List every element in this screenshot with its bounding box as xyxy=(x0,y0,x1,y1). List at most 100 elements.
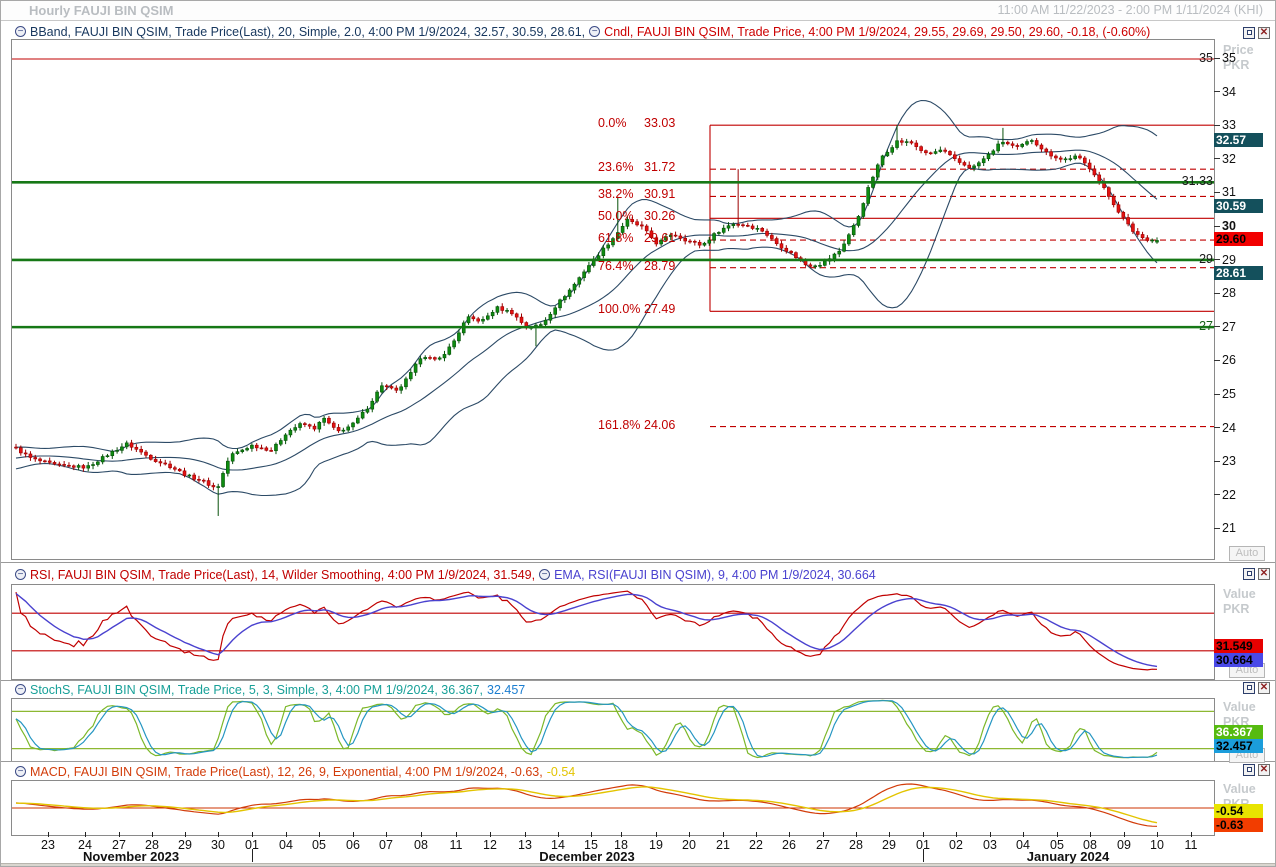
date-tick-mark xyxy=(789,832,790,837)
close-icon[interactable]: ✕ xyxy=(1258,764,1270,776)
price-tick-label: 30 xyxy=(1222,219,1236,233)
close-icon[interactable]: ✕ xyxy=(1258,682,1270,694)
stoch-legend[interactable]: StochS, FAUJI BIN QSIM, Trade Price, 5, … xyxy=(30,682,483,697)
price-tick-mark xyxy=(1214,527,1220,529)
date-tick-mark xyxy=(1090,832,1091,837)
main-panel-icons: ✕ xyxy=(1243,27,1270,40)
restore-icon[interactable] xyxy=(1243,764,1255,776)
collapse-icon[interactable]: − xyxy=(15,26,26,37)
indicator-badge: 32.457 xyxy=(1214,739,1263,753)
macd-signal-value: -0.54 xyxy=(546,764,576,779)
price-tick-label: 32 xyxy=(1222,151,1236,166)
month-label: January 2024 xyxy=(1026,849,1110,864)
date-tick-mark xyxy=(48,832,49,837)
date-tick-label: 09 xyxy=(1117,838,1131,852)
collapse-icon[interactable]: − xyxy=(15,684,26,695)
collapse-icon[interactable]: − xyxy=(15,569,26,580)
date-tick-mark xyxy=(689,832,690,837)
ema-legend[interactable]: EMA, RSI(FAUJI BIN QSIM), 9, 4:00 PM 1/9… xyxy=(554,567,876,582)
rsi-panel-icons: ✕ xyxy=(1243,568,1270,581)
close-icon[interactable]: ✕ xyxy=(1258,27,1270,39)
price-tick-label: 34 xyxy=(1222,84,1236,99)
collapse-icon[interactable]: − xyxy=(589,26,601,37)
price-tick-mark xyxy=(1214,91,1220,93)
stoch-legend-row[interactable]: − StochS, FAUJI BIN QSIM, Trade Price, 5… xyxy=(15,682,525,697)
price-tick-label: 23 xyxy=(1222,454,1236,469)
date-tick-label: 13 xyxy=(518,838,532,852)
window-bottom-edge xyxy=(1,863,1275,866)
indicator-badge: 30.664 xyxy=(1214,653,1263,667)
date-tick-mark xyxy=(990,832,991,837)
panel-separator xyxy=(1,761,1275,762)
time-range-label: 11:00 AM 11/22/2023 - 2:00 PM 1/11/2024 … xyxy=(997,3,1263,17)
date-tick-label: 27 xyxy=(816,838,830,852)
price-tick-mark xyxy=(1214,393,1220,395)
date-tick-mark xyxy=(756,832,757,837)
date-tick-label: 14 xyxy=(551,838,565,852)
restore-icon[interactable] xyxy=(1243,682,1255,694)
date-tick-label: 26 xyxy=(782,838,796,852)
price-tick-mark xyxy=(1214,57,1220,59)
date-tick-label: 28 xyxy=(849,838,863,852)
main-legend[interactable]: − BBand, FAUJI BIN QSIM, Trade Price(Las… xyxy=(15,24,1150,39)
price-tick-mark xyxy=(1214,225,1220,227)
date-tick-label: 27 xyxy=(112,838,126,852)
price-tick-label: 22 xyxy=(1222,487,1236,502)
collapse-icon[interactable]: − xyxy=(539,569,551,580)
date-tick-mark xyxy=(456,832,457,837)
date-tick-label: 20 xyxy=(682,838,696,852)
date-tick-label: 22 xyxy=(749,838,763,852)
date-tick-label: 23 xyxy=(41,838,55,852)
price-tick-label: 27 xyxy=(1222,319,1236,334)
price-axis-auto-button[interactable]: Auto xyxy=(1229,546,1265,561)
price-tick-label: 31 xyxy=(1222,185,1236,200)
indicator-badge: 31.549 xyxy=(1214,639,1263,653)
collapse-icon[interactable]: − xyxy=(15,766,26,777)
date-tick-mark xyxy=(286,832,287,837)
price-tick-mark xyxy=(1214,359,1220,361)
date-tick-mark xyxy=(558,832,559,837)
cndl-legend[interactable]: Cndl, FAUJI BIN QSIM, Trade Price, 4:00 … xyxy=(604,24,1151,39)
rsi-legend-row[interactable]: − RSI, FAUJI BIN QSIM, Trade Price(Last)… xyxy=(15,567,876,582)
restore-icon[interactable] xyxy=(1243,568,1255,580)
date-tick-mark xyxy=(656,832,657,837)
title-bar: Hourly FAUJI BIN QSIM 11:00 AM 11/22/202… xyxy=(1,1,1275,21)
main-price-chart[interactable] xyxy=(11,39,1215,560)
date-tick-label: 24 xyxy=(78,838,92,852)
price-badge: 28.61 xyxy=(1214,265,1263,280)
stoch-panel-icons: ✕ xyxy=(1243,682,1270,695)
indicator-badge: -0.63 xyxy=(1214,818,1263,832)
stochastic-chart[interactable] xyxy=(11,698,1215,762)
date-tick-label: 11 xyxy=(1184,838,1198,852)
price-tick-mark xyxy=(1214,191,1220,193)
macd-legend-row[interactable]: − MACD, FAUJI BIN QSIM, Trade Price(Last… xyxy=(15,764,575,779)
bband-legend[interactable]: BBand, FAUJI BIN QSIM, Trade Price(Last)… xyxy=(30,24,586,39)
date-tick-mark xyxy=(185,832,186,837)
date-tick-mark xyxy=(490,832,491,837)
window-title: Hourly FAUJI BIN QSIM xyxy=(29,3,174,18)
price-tick-label: 26 xyxy=(1222,353,1236,368)
restore-icon[interactable] xyxy=(1243,27,1255,39)
date-tick-mark xyxy=(1057,832,1058,837)
date-tick-mark xyxy=(956,832,957,837)
date-tick-label: 30 xyxy=(211,838,225,852)
date-tick-mark xyxy=(823,832,824,837)
macd-chart[interactable] xyxy=(11,780,1215,836)
macd-panel-icons: ✕ xyxy=(1243,764,1270,777)
rsi-legend[interactable]: RSI, FAUJI BIN QSIM, Trade Price(Last), … xyxy=(30,567,536,582)
date-tick-label: 29 xyxy=(882,838,896,852)
date-tick-label: 01 xyxy=(916,838,930,852)
macd-legend[interactable]: MACD, FAUJI BIN QSIM, Trade Price(Last),… xyxy=(30,764,543,779)
date-tick-mark xyxy=(421,832,422,837)
date-tick-label: 12 xyxy=(483,838,497,852)
indicator-badge: 36.367 xyxy=(1214,725,1263,739)
panel-separator xyxy=(1,680,1275,681)
date-tick-mark xyxy=(218,832,219,837)
rsi-chart[interactable] xyxy=(11,584,1215,680)
date-tick-label: 21 xyxy=(716,838,730,852)
price-tick-label: 25 xyxy=(1222,387,1236,401)
close-icon[interactable]: ✕ xyxy=(1258,568,1270,580)
date-tick-mark xyxy=(723,832,724,837)
stoch-d-value: 32.457 xyxy=(487,682,526,697)
